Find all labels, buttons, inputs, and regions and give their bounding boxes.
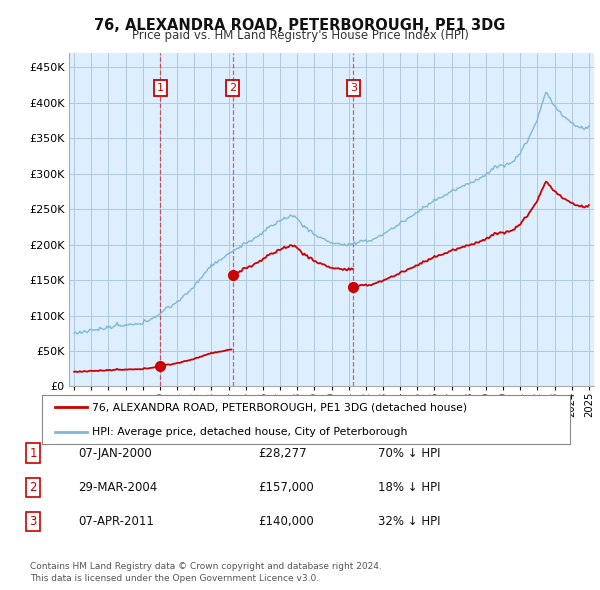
Text: 32% ↓ HPI: 32% ↓ HPI xyxy=(378,515,440,528)
Text: 07-JAN-2000: 07-JAN-2000 xyxy=(78,447,152,460)
Text: 3: 3 xyxy=(350,83,357,93)
Text: 3: 3 xyxy=(29,515,37,528)
Text: 76, ALEXANDRA ROAD, PETERBOROUGH, PE1 3DG (detached house): 76, ALEXANDRA ROAD, PETERBOROUGH, PE1 3D… xyxy=(92,402,467,412)
Text: 76, ALEXANDRA ROAD, PETERBOROUGH, PE1 3DG: 76, ALEXANDRA ROAD, PETERBOROUGH, PE1 3D… xyxy=(94,18,506,32)
Text: 18% ↓ HPI: 18% ↓ HPI xyxy=(378,481,440,494)
Text: HPI: Average price, detached house, City of Peterborough: HPI: Average price, detached house, City… xyxy=(92,427,407,437)
Text: £157,000: £157,000 xyxy=(258,481,314,494)
Text: 1: 1 xyxy=(29,447,37,460)
Text: £28,277: £28,277 xyxy=(258,447,307,460)
Text: 2: 2 xyxy=(29,481,37,494)
Text: 2: 2 xyxy=(229,83,236,93)
Text: 29-MAR-2004: 29-MAR-2004 xyxy=(78,481,157,494)
Text: 1: 1 xyxy=(157,83,164,93)
Text: 07-APR-2011: 07-APR-2011 xyxy=(78,515,154,528)
Text: Contains HM Land Registry data © Crown copyright and database right 2024.
This d: Contains HM Land Registry data © Crown c… xyxy=(30,562,382,583)
Text: £140,000: £140,000 xyxy=(258,515,314,528)
Text: Price paid vs. HM Land Registry's House Price Index (HPI): Price paid vs. HM Land Registry's House … xyxy=(131,30,469,42)
Text: 70% ↓ HPI: 70% ↓ HPI xyxy=(378,447,440,460)
